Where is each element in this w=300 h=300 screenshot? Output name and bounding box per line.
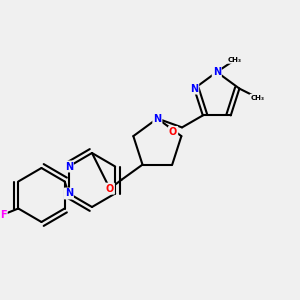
Text: O: O [169, 127, 177, 137]
Text: N: N [65, 161, 73, 172]
Text: CH₃: CH₃ [228, 57, 242, 63]
Text: N: N [213, 67, 221, 77]
Text: N: N [65, 188, 73, 199]
Text: N: N [153, 113, 161, 124]
Text: O: O [106, 184, 114, 194]
Text: F: F [0, 209, 7, 220]
Text: N: N [190, 84, 198, 94]
Text: CH₃: CH₃ [250, 94, 264, 100]
